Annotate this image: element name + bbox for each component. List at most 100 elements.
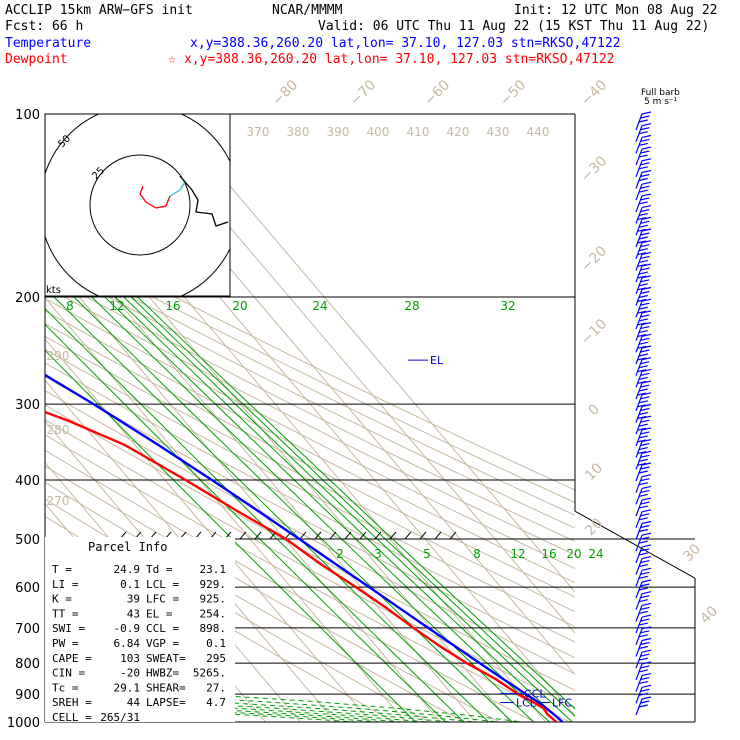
barb-flag — [638, 294, 648, 299]
mixing-ratio-label: 16 — [165, 299, 180, 313]
barb-flag — [637, 310, 647, 314]
barb-flag — [637, 275, 647, 279]
barb-flag — [640, 630, 650, 634]
barb-flag — [640, 185, 650, 189]
dry-adiabat-line — [45, 434, 571, 722]
parcel-row-label: TT = — [52, 607, 79, 620]
wind-barb — [635, 403, 652, 423]
valid-time: Valid: 06 UTC Thu 11 Aug 22 (15 KST Thu … — [318, 19, 709, 34]
wind-barb — [635, 134, 652, 154]
barb-flag — [638, 470, 648, 474]
barb-flag — [638, 692, 648, 696]
barb-flag — [641, 626, 652, 630]
barb-flag — [641, 310, 652, 314]
wind-barbs — [635, 111, 652, 716]
wind-barb — [635, 240, 652, 259]
barb-flag — [640, 501, 650, 505]
hatch-mark — [359, 531, 367, 540]
hatch-mark — [389, 531, 397, 540]
dry-adiabat-line — [45, 449, 536, 722]
barb-flag — [640, 337, 650, 341]
barb-flag — [638, 704, 648, 708]
hatch-mark — [314, 531, 322, 540]
barb-flag — [637, 240, 647, 244]
barb-flag — [641, 673, 652, 677]
barb-flag — [638, 622, 648, 626]
wind-barb — [635, 181, 652, 201]
dry-adiabat-line — [45, 239, 575, 504]
dry-adiabat-line — [45, 362, 575, 643]
barb-flag — [641, 509, 652, 513]
barb-flag — [640, 244, 650, 248]
parcel-row-value: 4.7 — [206, 696, 226, 709]
barb-flag — [640, 173, 650, 178]
parcel-row-label: CCL = — [146, 622, 179, 635]
dewpoint-location: x,y=388.36,260.20 lat,lon= 37.10, 127.03… — [184, 52, 614, 67]
barb-flag — [638, 376, 648, 380]
barb-flag — [638, 599, 648, 603]
barb-flag — [641, 661, 652, 665]
barb-flag — [640, 606, 650, 610]
moist-adiabat-line — [45, 700, 410, 722]
barb-flag — [640, 290, 650, 295]
barb-flag — [638, 552, 648, 556]
theta-label: 440 — [527, 125, 550, 139]
moist-adiabat-line — [45, 695, 456, 722]
wind-barb — [635, 602, 652, 622]
pressure-tick-label: 100 — [15, 108, 40, 123]
barb-key-units: 5 m s⁻¹ — [644, 97, 678, 107]
wind-barb — [635, 614, 652, 634]
wind-barb — [635, 310, 652, 330]
isotherm-label: −70 — [347, 77, 379, 109]
wind-barb — [635, 544, 652, 564]
mixing-ratio-label: 3 — [374, 547, 382, 561]
theta-label: 290 — [47, 349, 70, 363]
wind-barb — [635, 111, 652, 131]
wind-barb — [635, 556, 652, 575]
barb-flag — [640, 302, 650, 306]
barb-flag — [638, 528, 648, 533]
parcel-row-label: K = — [52, 593, 72, 606]
dry-adiabat-line — [45, 419, 575, 708]
isotherm-label: 20 — [582, 515, 606, 539]
wind-barb — [635, 520, 652, 540]
parcel-row-label: PW = — [52, 637, 79, 650]
barb-flag — [638, 224, 648, 228]
parcel-row-value: -0.9 — [114, 622, 141, 635]
init-time: Init: 12 UTC Mon 08 Aug 22 — [514, 3, 718, 18]
barb-flag — [641, 474, 652, 478]
parcel-row-label: CAPE = — [52, 652, 92, 665]
barb-flag — [640, 255, 650, 259]
barb-flag — [640, 653, 650, 657]
mixing-ratio-label: 2 — [336, 547, 344, 561]
barb-key: Full barb 5 m s⁻¹ — [641, 88, 680, 107]
parcel-row-label: CIN = — [52, 667, 85, 680]
parcel-row-value: 925. — [200, 593, 227, 606]
star-icon: ☆ — [168, 52, 176, 67]
wind-barb — [635, 637, 652, 657]
lfc-label: LFC — [552, 697, 572, 710]
barb-flag — [640, 548, 650, 552]
barb-flag — [638, 634, 648, 638]
wind-barb — [635, 251, 652, 271]
isotherm-line — [45, 255, 442, 722]
parcel-row-label: LCL = — [146, 578, 179, 591]
barb-flag — [640, 466, 650, 470]
model-title: ACCLIP 15km ARW−GFS init — [5, 3, 193, 18]
barb-flag — [638, 540, 648, 544]
isotherm-label: −80 — [269, 77, 301, 109]
barb-flag — [641, 567, 652, 571]
barb-flag — [640, 115, 650, 119]
barb-flag — [641, 602, 652, 606]
barb-flag — [638, 517, 648, 521]
theta-label: 430 — [487, 125, 510, 139]
barb-flag — [641, 357, 652, 361]
dry-adiabat-line — [45, 285, 575, 556]
wind-barb — [635, 450, 652, 470]
barb-flag — [641, 111, 652, 115]
mixing-ratio-label: 12 — [109, 299, 124, 313]
wind-barb — [635, 591, 652, 610]
parcel-row-value: 44 — [127, 696, 141, 709]
dry-adiabat-line — [45, 273, 575, 542]
wind-barb — [635, 123, 652, 142]
